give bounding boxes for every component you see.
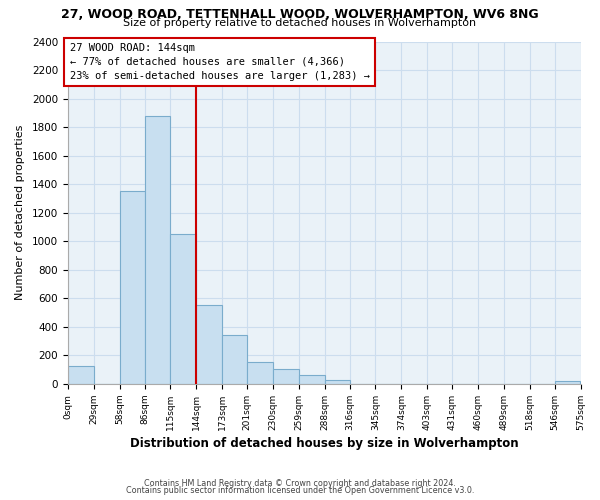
Text: Contains public sector information licensed under the Open Government Licence v3: Contains public sector information licen… — [126, 486, 474, 495]
Bar — [247, 362, 273, 384]
Text: 27, WOOD ROAD, TETTENHALL WOOD, WOLVERHAMPTON, WV6 8NG: 27, WOOD ROAD, TETTENHALL WOOD, WOLVERHA… — [61, 8, 539, 20]
Bar — [299, 376, 325, 384]
Y-axis label: Number of detached properties: Number of detached properties — [15, 125, 25, 300]
Bar — [196, 306, 222, 384]
Text: Contains HM Land Registry data © Crown copyright and database right 2024.: Contains HM Land Registry data © Crown c… — [144, 478, 456, 488]
X-axis label: Distribution of detached houses by size in Wolverhampton: Distribution of detached houses by size … — [130, 437, 518, 450]
Bar — [273, 369, 299, 384]
Bar — [325, 380, 350, 384]
Bar — [145, 116, 170, 384]
Text: 27 WOOD ROAD: 144sqm
← 77% of detached houses are smaller (4,366)
23% of semi-de: 27 WOOD ROAD: 144sqm ← 77% of detached h… — [70, 43, 370, 81]
Bar — [170, 234, 196, 384]
Bar — [119, 192, 145, 384]
Bar — [68, 366, 94, 384]
Text: Size of property relative to detached houses in Wolverhampton: Size of property relative to detached ho… — [124, 18, 476, 28]
Bar — [554, 381, 580, 384]
Bar — [222, 336, 247, 384]
